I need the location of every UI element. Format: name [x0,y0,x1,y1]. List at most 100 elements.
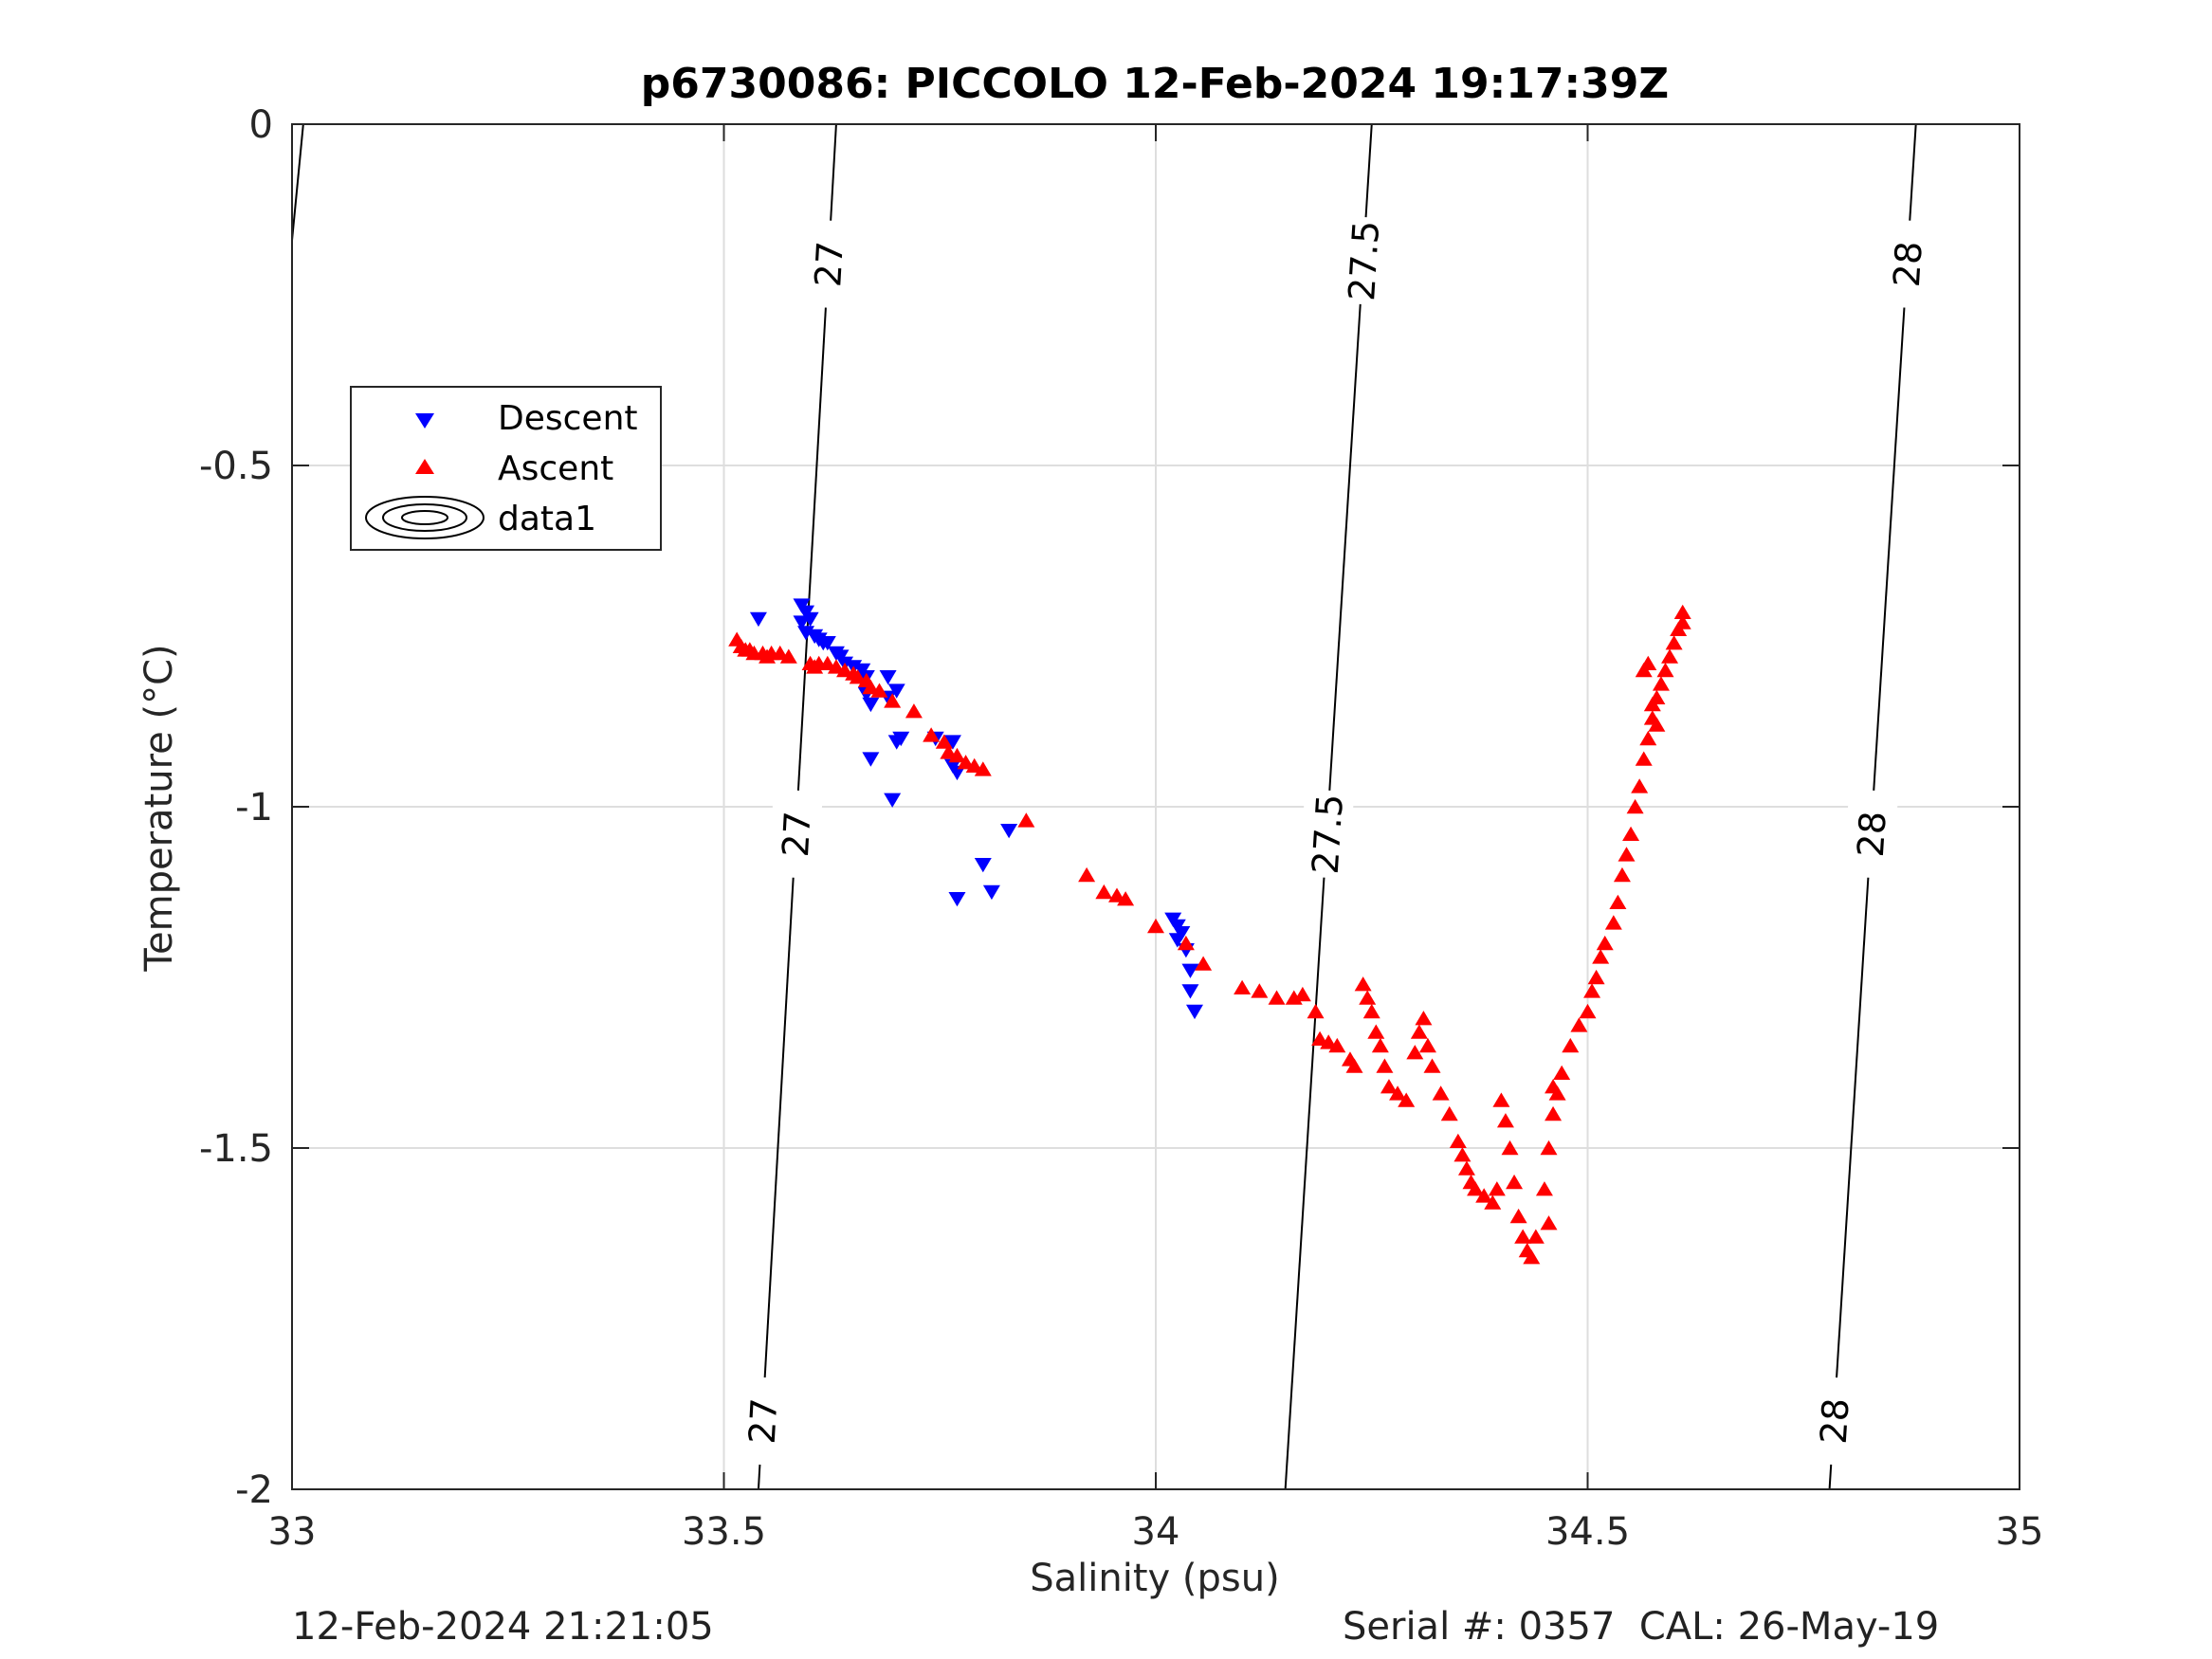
ascent-marker [1376,1058,1394,1073]
axis-ticks: 33 33.5 34 34.5 35 0 -0.5 -1 -1.5 -2 [199,103,2044,1554]
descent-marker [862,697,880,713]
contour-label-bg [1879,219,1935,310]
descent-marker [801,611,819,628]
ascent-marker [1484,1194,1502,1210]
ascent-marker [1354,976,1372,992]
ascent-marker [1345,1058,1363,1073]
descent-marker [749,611,767,628]
data-markers [728,598,1691,1265]
ascent-marker [1535,1181,1553,1196]
ascent-marker [1626,798,1644,814]
contour-label-bg [768,789,823,880]
contour-label: 28 [1886,240,1930,288]
ascent-marker [1195,956,1213,971]
ascent-marker [1389,1085,1407,1101]
ascent-marker [1509,1208,1527,1224]
ascent-marker [1095,884,1113,900]
contour-label-bg [1299,789,1355,880]
descent-marker [1168,933,1186,948]
descent-marker [974,858,992,873]
ascent-marker [1078,866,1096,883]
ascent-marker [1418,1037,1436,1053]
ascent-marker [1506,1174,1524,1190]
ascent-marker [1622,826,1640,841]
ascent-marker [1251,983,1269,998]
contour-label: 27 [775,810,819,858]
descent-marker [879,670,897,685]
ascent-marker [1656,662,1674,678]
contour-label: 27 [807,240,851,288]
ascent-marker [1643,696,1661,712]
descent-marker [862,752,880,767]
contour-label-bg [1843,789,1899,880]
ascent-marker [1449,1133,1467,1148]
ascent-marker [1583,983,1601,998]
ascent-marker [1177,935,1195,951]
descent-marker [948,892,966,907]
ascent-marker [1457,1160,1475,1176]
ascent-marker [1492,1092,1510,1107]
ascent-marker [1406,1045,1424,1060]
ascent-marker [1587,969,1605,985]
descent-marker [887,684,905,699]
ascent-marker [923,727,941,742]
x-tick-label: 33 [268,1510,317,1554]
legend-ascent-label: Ascent [498,449,613,488]
ascent-marker [1328,1037,1346,1053]
ascent-marker [1562,1037,1580,1053]
legend-descent-label: Descent [498,399,638,438]
ascent-marker [1453,1147,1472,1162]
chart-title: p6730086: PICCOLO 12-Feb-2024 19:17:39Z [641,60,1669,108]
legend-box [350,386,662,551]
ascent-marker [1540,1215,1558,1231]
y-axis-label: Temperature (°C) [137,644,181,972]
contour-label: 27.5 [1341,219,1387,301]
contour-label: 27.5 [1305,793,1351,875]
descent-marker [884,793,902,808]
ascent-marker [1673,604,1691,619]
legend-ascent-marker [415,459,434,474]
descent-marker [818,636,836,651]
contour-label: 28 [1850,810,1894,858]
ascent-marker [1639,655,1657,670]
contour-label-bg [1335,215,1391,306]
descent-marker [982,884,1000,901]
footer-serial-cal: Serial #: 0357 CAL: 26-May-19 [1343,1605,1940,1649]
y-tick-label: -0.5 [199,445,273,488]
ascent-marker [1432,1085,1450,1101]
contour-label-bg [735,1376,790,1467]
ascent-marker [779,648,797,664]
ascent-marker [1661,648,1679,664]
ascent-marker [884,693,902,708]
x-tick-label: 34.5 [1545,1510,1630,1554]
descent-marker [943,735,961,750]
ascent-marker [1307,1003,1325,1019]
x-tick-label: 33.5 [682,1510,766,1554]
ascent-marker [1415,1011,1433,1026]
ascent-marker [1545,1105,1563,1121]
ascent-marker [1496,1113,1514,1128]
ascent-marker [905,703,923,719]
legend-descent-marker [415,413,434,428]
contour-line [291,123,304,241]
ascent-marker [1639,730,1657,746]
y-tick-label: -2 [235,1468,273,1512]
ascent-marker [1596,935,1614,951]
y-tick-label: 0 [249,103,273,147]
descent-marker [948,765,966,781]
ascent-marker [1526,1229,1545,1244]
ascent-marker [1117,891,1135,906]
ascent-marker [1665,635,1683,650]
descent-marker [1181,963,1199,978]
ascent-marker [1618,847,1636,862]
contour-label: 27 [741,1397,786,1446]
legend-contour-icon [365,496,484,539]
ascent-marker [1609,894,1627,909]
descent-marker [887,735,905,750]
ascent-marker [1440,1105,1458,1121]
contour-label-bg [800,219,856,310]
ascent-marker [1673,614,1691,629]
ascent-marker [1604,915,1622,930]
ascent-marker [1398,1092,1416,1107]
